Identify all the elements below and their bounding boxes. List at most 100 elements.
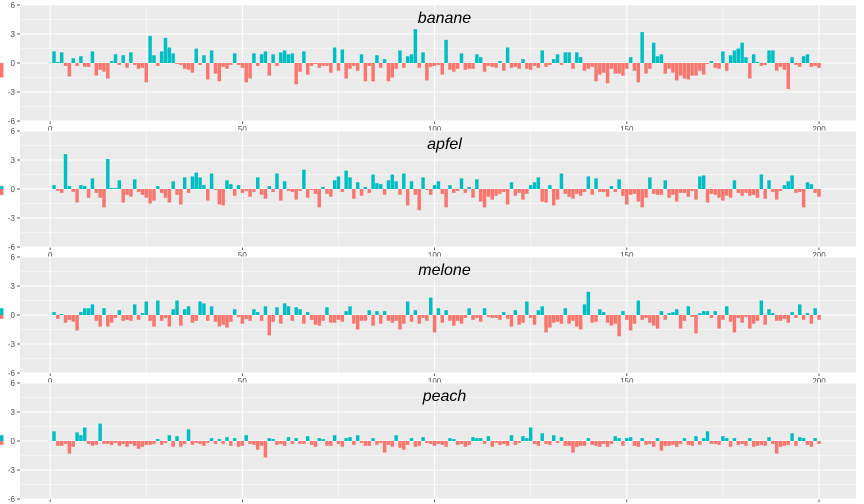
bar	[159, 189, 164, 193]
bar	[801, 315, 806, 320]
bar	[52, 431, 56, 441]
bar	[494, 315, 498, 318]
bar	[575, 315, 579, 327]
bar	[648, 177, 652, 189]
bar	[117, 310, 122, 315]
x-tick-label: 0	[48, 125, 53, 134]
bar	[290, 315, 295, 321]
bar	[340, 49, 345, 63]
bar	[705, 189, 710, 203]
bar	[813, 438, 817, 441]
bar	[694, 189, 698, 200]
bar	[402, 173, 406, 189]
bar	[478, 189, 483, 202]
bar	[598, 189, 602, 192]
bar	[532, 63, 537, 66]
bar	[359, 441, 364, 443]
bar	[75, 63, 79, 66]
bar	[371, 438, 375, 441]
bar	[498, 441, 502, 445]
bar	[329, 441, 333, 446]
bar	[209, 173, 214, 189]
bar	[471, 437, 475, 441]
bar	[628, 57, 633, 63]
y-tick-label: -3	[8, 88, 16, 97]
bar	[405, 441, 410, 445]
bar	[717, 63, 721, 69]
bar	[102, 308, 106, 315]
y-tick-label: -3	[8, 340, 16, 349]
bar	[417, 189, 421, 211]
bar	[728, 315, 733, 322]
bar	[540, 306, 544, 315]
bar	[794, 441, 798, 446]
bar	[71, 315, 75, 322]
bar	[655, 56, 660, 63]
bar	[582, 63, 587, 71]
bar	[275, 307, 279, 315]
bar	[332, 435, 337, 441]
bar	[398, 189, 402, 195]
bar	[225, 180, 229, 189]
bar	[698, 63, 702, 71]
bar	[659, 189, 664, 195]
bar	[90, 441, 95, 446]
bar	[667, 441, 671, 446]
bar	[544, 63, 548, 67]
bar	[367, 63, 371, 66]
bar	[355, 315, 360, 330]
bar	[75, 189, 79, 203]
bar	[682, 438, 687, 441]
bar	[536, 441, 541, 446]
bar	[686, 189, 691, 197]
bar	[371, 315, 375, 326]
bar	[486, 315, 491, 317]
bar	[425, 315, 429, 321]
bar	[517, 441, 521, 443]
bar	[490, 63, 494, 67]
bar	[782, 441, 787, 446]
bar	[475, 179, 479, 189]
bar	[617, 315, 621, 337]
bar	[690, 315, 694, 317]
bar	[298, 189, 302, 191]
bar	[98, 423, 102, 441]
bar	[409, 438, 414, 441]
bar	[467, 441, 471, 445]
bar	[782, 185, 787, 189]
bar	[279, 315, 283, 324]
bar	[490, 315, 494, 318]
bar	[217, 189, 222, 205]
bar	[744, 441, 748, 446]
bar	[148, 189, 152, 204]
bar	[290, 53, 295, 63]
bar	[309, 189, 314, 190]
bar	[348, 437, 352, 441]
bar	[509, 435, 514, 441]
bar	[790, 57, 794, 63]
bar	[798, 304, 802, 315]
bar	[271, 189, 275, 192]
bar	[379, 441, 383, 443]
bar	[778, 189, 783, 191]
y-tick-label: -3	[8, 466, 16, 475]
bar	[494, 441, 498, 443]
bar	[717, 315, 721, 329]
bar	[405, 56, 410, 63]
bar	[225, 63, 229, 69]
bar	[744, 57, 748, 63]
bar	[621, 441, 625, 446]
bar	[313, 63, 318, 64]
bar	[213, 189, 218, 190]
bar	[359, 315, 364, 321]
bar	[655, 315, 660, 329]
bar	[133, 304, 137, 315]
bar	[528, 185, 533, 189]
bar	[509, 315, 514, 327]
bar	[317, 438, 321, 441]
bar	[613, 436, 617, 441]
bar	[671, 63, 675, 73]
y-tick-label: 6	[11, 379, 16, 388]
bar	[390, 174, 395, 189]
bar	[305, 63, 310, 75]
